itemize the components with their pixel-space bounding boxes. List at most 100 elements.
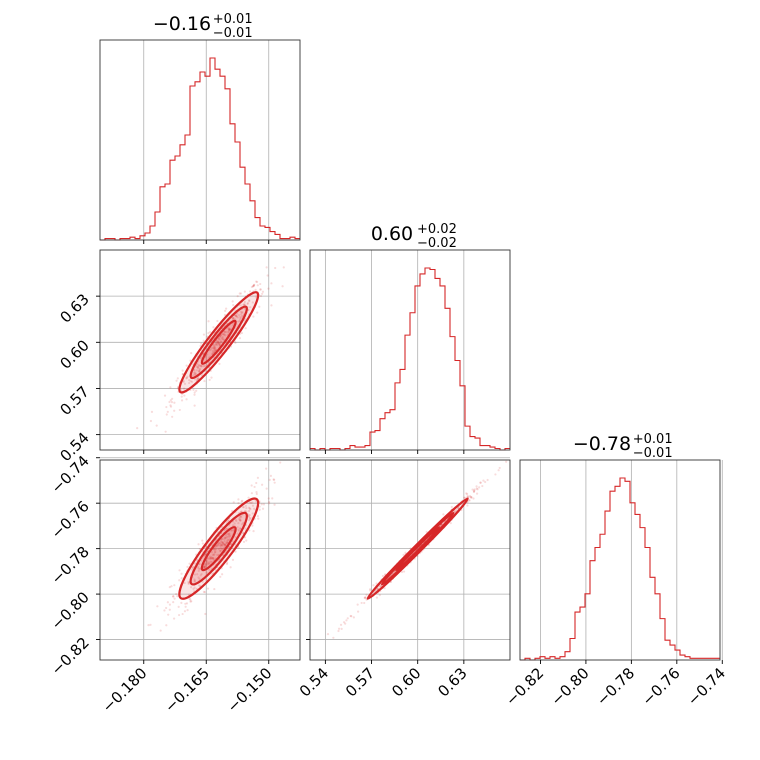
scatter-2-1-point (400, 570, 404, 574)
scatter-1-0-point (195, 377, 198, 381)
scatter-2-1-xtick-label-0: 0.54 (296, 664, 332, 700)
scatter-2-0-point (180, 601, 183, 604)
scatter-1-0-point (195, 365, 199, 368)
scatter-2-0-point (221, 542, 224, 545)
scatter-2-0-point (204, 553, 207, 556)
scatter-2-0-point (251, 501, 254, 504)
scatter-2-0-point (236, 526, 239, 529)
scatter-2-0-point (251, 504, 255, 507)
scatter-2-0-point (258, 505, 261, 508)
scatter-2-0-point (219, 549, 222, 552)
scatter-2-0-point (224, 534, 227, 537)
scatter-2-0-point (237, 528, 240, 531)
scatter-2-0-point (175, 592, 178, 596)
scatter-2-0-point (159, 629, 162, 632)
scatter-2-0-point (215, 548, 218, 551)
scatter-1-0-point (248, 299, 251, 303)
scatter-1-0-point (244, 307, 247, 310)
scatter-2-0-point (221, 544, 224, 547)
scatter-1-0-point (183, 382, 187, 385)
scatter-1-0-point (232, 316, 235, 319)
scatter-2-1-point (484, 480, 487, 484)
scatter-1-0-ytick-label-3: 0.63 (56, 290, 92, 326)
scatter-1-0-point (192, 371, 196, 374)
scatter-2-1-point (463, 496, 466, 499)
scatter-1-0-point (228, 327, 231, 330)
scatter-2-0-point (163, 609, 166, 612)
scatter-2-1-point (473, 488, 476, 491)
scatter-2-0-point (213, 548, 217, 551)
scatter-2-0-point (184, 605, 187, 608)
scatter-1-0-point (243, 290, 246, 293)
scatter-2-0-point (223, 543, 226, 547)
scatter-1-0-point (200, 364, 203, 367)
scatter-2-1-border (309, 459, 511, 661)
hist-1-background (310, 250, 510, 450)
scatter-2-0-point (191, 566, 195, 570)
scatter-2-0-point (241, 531, 244, 534)
scatter-2-1-xtick-label-2: 0.60 (388, 664, 424, 700)
title-2: −0.78 +0.01−0.01 (573, 432, 673, 461)
scatter-1-0-point (252, 315, 255, 318)
scatter-2-0-point (213, 553, 216, 556)
scatter-1-0-point (232, 304, 235, 307)
hist-1-panel (309, 249, 511, 454)
scatter-1-0-point (267, 287, 270, 290)
scatter-1-0-point (185, 376, 189, 379)
scatter-1-0-point (256, 311, 259, 314)
scatter-2-0-point (225, 563, 229, 566)
scatter-2-0-point (206, 562, 209, 566)
scatter-2-0-point (213, 587, 216, 591)
scatter-1-0-point (217, 343, 221, 346)
scatter-2-1-point (467, 495, 470, 499)
scatter-2-0-point (226, 519, 229, 522)
scatter-1-0-point (222, 333, 225, 336)
scatter-1-0-point (259, 282, 262, 286)
scatter-1-0-point (197, 369, 201, 372)
scatter-1-0-point (196, 366, 200, 370)
scatter-1-0-point (150, 410, 154, 413)
scatter-1-0-point (216, 319, 219, 323)
scatter-2-0-point (186, 565, 189, 568)
scatter-2-0-point (217, 544, 220, 547)
hist-2-xtick-label-0: −0.82 (502, 664, 547, 709)
scatter-2-1-point (471, 488, 474, 491)
scatter-1-0-point (181, 369, 184, 372)
scatter-2-0-point (203, 565, 207, 568)
scatter-1-0-point (197, 364, 201, 367)
scatter-2-0-contour-2 (200, 526, 237, 572)
scatter-1-0-point (236, 295, 239, 298)
scatter-2-0-point (204, 562, 208, 565)
scatter-2-0-point (213, 551, 217, 554)
scatter-2-1-point (372, 584, 375, 587)
scatter-2-1-point (497, 469, 500, 472)
scatter-2-0-point (239, 518, 242, 522)
scatter-1-0-point (185, 398, 188, 401)
scatter-2-0-point (257, 517, 260, 520)
scatter-2-0-point (217, 542, 220, 545)
scatter-1-0-point (200, 356, 203, 360)
scatter-1-0-point (243, 302, 246, 305)
scatter-2-0-xtick-label-2: −0.150 (224, 664, 276, 716)
scatter-2-0-point (184, 602, 187, 605)
scatter-2-0-point (193, 586, 196, 589)
scatter-2-0-point (227, 519, 230, 522)
scatter-1-0-point (224, 334, 227, 337)
scatter-2-1-point (342, 621, 346, 624)
scatter-2-0-point (186, 609, 189, 612)
scatter-1-0-point (223, 313, 227, 317)
scatter-2-0-point (267, 497, 270, 500)
scatter-1-0-point (198, 364, 201, 367)
scatter-2-1-point (472, 497, 475, 500)
scatter-1-0-point (239, 315, 242, 318)
hist-2-background (520, 460, 720, 660)
scatter-2-0-point (207, 561, 210, 564)
scatter-2-0-point (230, 509, 234, 513)
scatter-2-0-point (214, 550, 217, 553)
scatter-2-1-point (479, 481, 482, 484)
scatter-2-1-point (345, 619, 348, 622)
scatter-2-0-point (202, 566, 206, 569)
scatter-2-0-point (207, 562, 210, 565)
scatter-2-0-point (223, 536, 226, 539)
